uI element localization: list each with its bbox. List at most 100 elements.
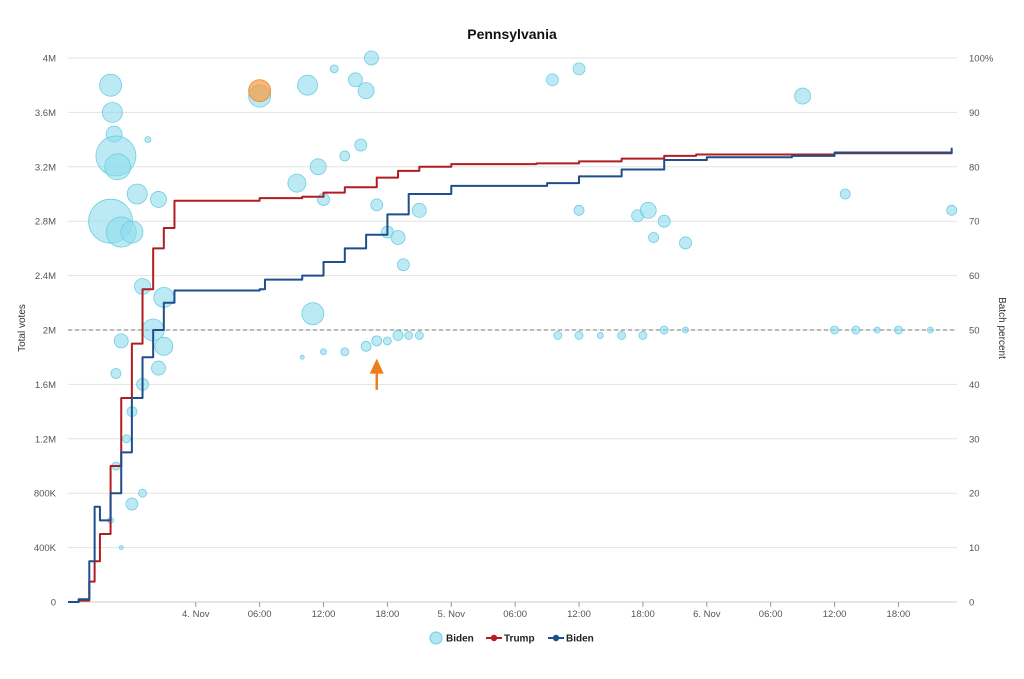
trump-line	[68, 151, 953, 603]
bubble-point	[154, 336, 174, 356]
y-tick-label: 2.8M	[35, 217, 56, 228]
bubble-point	[648, 232, 659, 243]
y-tick-label: 1.6M	[35, 380, 56, 391]
x-tick-label: 18:00	[376, 609, 400, 620]
bubble-point	[138, 488, 147, 498]
bubble-point	[639, 201, 657, 219]
bubble-point	[371, 335, 383, 347]
x-tick-label: 18:00	[631, 609, 655, 620]
legend-item-biden-bubble[interactable]: Biden	[429, 631, 474, 645]
y2-tick-label: 10	[969, 543, 980, 554]
bubble-point	[659, 325, 669, 335]
x-tick-label: 18:00	[887, 609, 911, 620]
bubble-point	[118, 545, 124, 550]
x-axis: 4. Nov 06:00 12:00 18:00 5. Nov 06:00 12:00 18:…	[68, 601, 957, 620]
legend-bubble-icon	[429, 631, 443, 645]
y2-tick-label: 50	[969, 326, 980, 337]
legend-label: Biden	[566, 634, 594, 645]
y2-tick-label: 40	[969, 380, 980, 391]
bubble-point	[101, 102, 123, 123]
y2-tick-label: 20	[969, 489, 980, 500]
bubble-point	[596, 332, 604, 339]
legend[interactable]: Biden Trump Biden	[429, 631, 594, 645]
legend-marker-icon	[490, 634, 498, 642]
bubble-point	[553, 331, 563, 340]
orange-bubble	[248, 79, 272, 103]
bubble-point	[126, 183, 148, 205]
y2-tick-label: 100%	[969, 54, 994, 65]
y-axis-right: 0 10 20 30 40 50 60 70 80 90 100%	[969, 54, 994, 609]
bubble-point	[572, 62, 586, 76]
bubble-point	[926, 326, 934, 334]
bubble-point	[357, 82, 375, 100]
y-tick-label: 3.6M	[35, 108, 56, 119]
legend-marker-icon	[552, 634, 560, 642]
bubble-point	[682, 326, 689, 334]
bubble-point	[679, 236, 692, 250]
bubble-point	[657, 214, 671, 228]
bubble-point	[360, 340, 372, 352]
bubble-point	[370, 198, 384, 212]
y2-tick-label: 90	[969, 108, 980, 119]
bubble-point	[110, 368, 122, 379]
bubble-point	[120, 220, 144, 244]
y-tick-label: 4M	[43, 54, 56, 65]
bubble-point	[404, 331, 414, 340]
y-tick-label: 1.2M	[35, 434, 56, 445]
bubble-point	[546, 73, 559, 87]
x-tick-label: 5. Nov	[438, 609, 466, 620]
x-tick-label: 12:00	[567, 609, 591, 620]
bubble-point	[339, 150, 351, 162]
bubble-point	[297, 74, 318, 96]
legend-label: Biden	[446, 634, 474, 645]
x-tick-label: 4. Nov	[182, 609, 210, 620]
bubble-point	[638, 331, 648, 340]
bubble-point	[340, 347, 350, 357]
bubble-point	[946, 204, 958, 216]
x-tick-label: 06:00	[248, 609, 272, 620]
bubble-point	[390, 230, 406, 245]
bubble-point	[392, 330, 404, 341]
bubble-point	[151, 360, 166, 376]
bubble-point	[617, 331, 627, 340]
x-tick-label: 06:00	[759, 609, 783, 620]
y-axis-left: 0 400K 800K 1.2M 1.6M 2M 2.4M 2.8M 3.2M 3.6M 4M	[34, 54, 57, 609]
y2-axis-title: Batch percent	[996, 297, 1007, 359]
annotations	[369, 358, 384, 390]
bubble-point	[354, 138, 368, 152]
y-tick-label: 800K	[34, 489, 57, 500]
y-tick-label: 400K	[34, 543, 57, 554]
chart-title: Pennsylvania	[467, 26, 557, 42]
bubble-point	[299, 354, 305, 360]
x-tick-label: 12:00	[312, 609, 336, 620]
bubble-point	[573, 204, 585, 216]
biden-line	[68, 147, 953, 603]
bubble-point	[396, 258, 410, 272]
bubble-point	[851, 325, 861, 335]
y2-tick-label: 70	[969, 217, 980, 228]
y2-tick-label: 30	[969, 434, 980, 445]
y-tick-label: 2M	[43, 326, 56, 337]
x-tick-label: 6. Nov	[693, 609, 721, 620]
bubble-point	[329, 64, 339, 74]
line-series	[68, 147, 953, 603]
bubble-point	[830, 325, 839, 335]
bubble-point	[125, 497, 139, 511]
bubble-point	[320, 348, 327, 356]
legend-item-trump-line[interactable]: Trump	[486, 634, 535, 645]
bubble-point	[839, 188, 851, 200]
y2-tick-label: 80	[969, 162, 980, 173]
bubble-point	[873, 326, 881, 334]
bubble-point	[287, 173, 307, 193]
arrow-head	[369, 358, 384, 374]
bubble-point	[414, 331, 424, 340]
bubble-point	[150, 191, 167, 208]
legend-item-biden-line[interactable]: Biden	[548, 634, 594, 645]
legend-label: Trump	[504, 634, 535, 645]
bubble-point	[144, 136, 152, 144]
bubble-point	[301, 302, 325, 326]
bubble-point	[383, 336, 392, 346]
bubble-point	[99, 73, 122, 97]
